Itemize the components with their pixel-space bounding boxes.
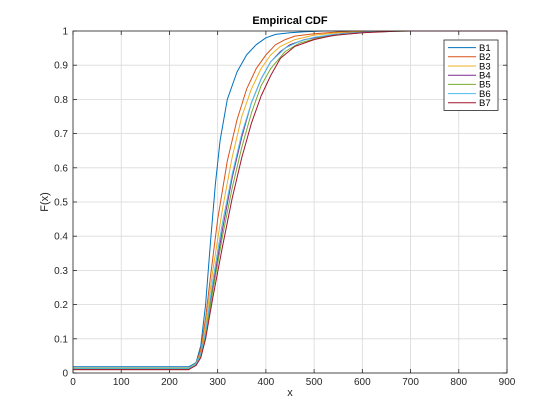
y-tick-label: 0.9 [54, 61, 68, 72]
x-tick-label: 800 [450, 377, 467, 388]
y-tick-label: 0.7 [54, 129, 68, 140]
legend-label-b6: B6 [479, 89, 491, 100]
legend-label-b3: B3 [479, 61, 491, 72]
x-tick-label: 0 [70, 377, 76, 388]
y-tick-label: 0.3 [54, 266, 68, 277]
legend-label-b4: B4 [479, 71, 491, 82]
series-line-b2 [73, 30, 507, 371]
legend-label-b5: B5 [479, 80, 491, 91]
legend-label-b7: B7 [479, 98, 491, 109]
y-tick-label: 0.6 [54, 163, 68, 174]
y-tick-label: 0.8 [54, 95, 68, 106]
x-tick-label: 900 [499, 377, 516, 388]
y-tick-label: 0.4 [54, 232, 68, 243]
y-tick-label: 0 [62, 369, 68, 380]
chart-title: Empirical CDF [252, 15, 327, 27]
x-axis-label: x [287, 387, 293, 399]
plot-area-frame [72, 30, 508, 374]
y-tick-label: 0.1 [54, 334, 68, 345]
x-tick-label: 300 [209, 377, 226, 388]
x-tick-label: 500 [306, 377, 323, 388]
y-tick-label: 0.5 [54, 198, 68, 209]
series-line-b5 [73, 30, 507, 370]
series-line-b1 [73, 30, 507, 368]
x-tick-label: 400 [258, 377, 275, 388]
legend-label-b1: B1 [479, 43, 491, 54]
y-tick-label: 1 [62, 27, 68, 38]
x-tick-label: 600 [354, 377, 371, 388]
series-line-b3 [73, 30, 507, 369]
series-line-b4 [73, 30, 507, 370]
series-line-b6 [73, 30, 507, 369]
x-tick-label: 100 [113, 377, 130, 388]
y-tick-label: 0.2 [54, 300, 68, 311]
series-lines [73, 30, 507, 371]
legend-label-b2: B2 [479, 52, 491, 63]
series-line-b7 [73, 30, 507, 371]
x-tick-label: 700 [402, 377, 419, 388]
x-tick-label: 200 [161, 377, 178, 388]
y-axis-label: F(x) [39, 192, 51, 212]
grid [72, 30, 508, 374]
